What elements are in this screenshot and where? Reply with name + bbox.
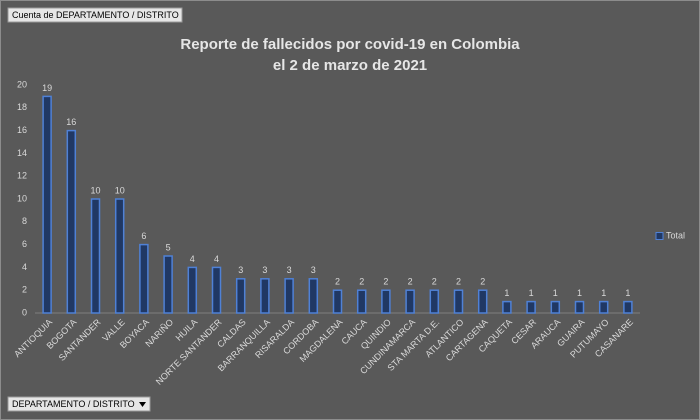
bar [284, 278, 294, 314]
chart-subtitle: el 2 de marzo de 2021 [273, 57, 427, 74]
y-tick-label: 2 [22, 285, 27, 295]
bar [260, 278, 270, 314]
data-label: 3 [238, 265, 243, 275]
bar [235, 278, 246, 314]
data-label: 2 [359, 277, 364, 287]
data-label: 2 [432, 277, 437, 287]
y-tick-label: 18 [17, 102, 27, 112]
data-label: 10 [115, 185, 125, 195]
chart-title: Reporte de fallecidos por covid-19 en Co… [180, 36, 520, 53]
bar [502, 300, 512, 314]
bar [526, 300, 536, 314]
bar [42, 95, 52, 314]
data-label: 16 [66, 117, 76, 127]
bar [356, 289, 367, 314]
y-tick-label: 20 [17, 79, 27, 89]
y-tick-label: 12 [17, 171, 27, 181]
bar [66, 129, 77, 314]
data-label: 1 [601, 288, 606, 298]
data-label: 4 [190, 254, 195, 264]
axis-field-button[interactable] [7, 396, 151, 412]
data-label: 1 [577, 288, 582, 298]
data-label: 2 [383, 277, 388, 287]
data-label: 3 [311, 265, 316, 275]
y-tick-label: 14 [17, 148, 27, 158]
data-label: 2 [408, 277, 413, 287]
legend-swatch [655, 232, 664, 240]
y-tick-label: 10 [17, 193, 27, 203]
data-label: 3 [287, 265, 292, 275]
data-label: 19 [42, 83, 52, 93]
field-button-label[interactable]: Cuenta de DEPARTAMENTO / DISTRITO [12, 10, 179, 20]
data-label: 1 [625, 288, 630, 298]
y-tick-label: 4 [22, 262, 27, 272]
data-label: 6 [141, 231, 146, 241]
data-label: 4 [214, 254, 219, 264]
y-tick-label: 0 [22, 307, 27, 317]
data-label: 1 [553, 288, 558, 298]
data-label: 2 [456, 277, 461, 287]
y-tick-label: 8 [22, 216, 27, 226]
bar [163, 255, 173, 314]
axis-field-button-label[interactable]: DEPARTAMENTO / DISTRITO [12, 399, 135, 409]
bar [477, 289, 488, 314]
data-label: 10 [90, 185, 100, 195]
dropdown-arrow[interactable] [139, 402, 146, 407]
bar [308, 278, 319, 314]
data-label: 5 [166, 242, 171, 252]
legend-label: Total [666, 230, 685, 240]
y-tick-label: 6 [22, 239, 27, 249]
bar [405, 289, 415, 314]
bar [453, 289, 464, 314]
bar [574, 300, 585, 314]
bar [429, 289, 440, 314]
bar [332, 289, 343, 314]
data-label: 1 [504, 288, 509, 298]
bar [114, 198, 125, 314]
bar [381, 289, 391, 314]
bar [139, 243, 149, 314]
bar [187, 266, 198, 314]
field-button[interactable] [7, 7, 183, 23]
bar [211, 266, 222, 314]
y-tick-label: 16 [17, 125, 27, 135]
data-label: 2 [335, 277, 340, 287]
bar [623, 300, 633, 314]
data-label: 3 [262, 265, 267, 275]
bar [90, 198, 101, 314]
data-label: 1 [529, 288, 534, 298]
data-label: 2 [480, 277, 485, 287]
bar [550, 300, 561, 314]
bar [598, 300, 609, 314]
